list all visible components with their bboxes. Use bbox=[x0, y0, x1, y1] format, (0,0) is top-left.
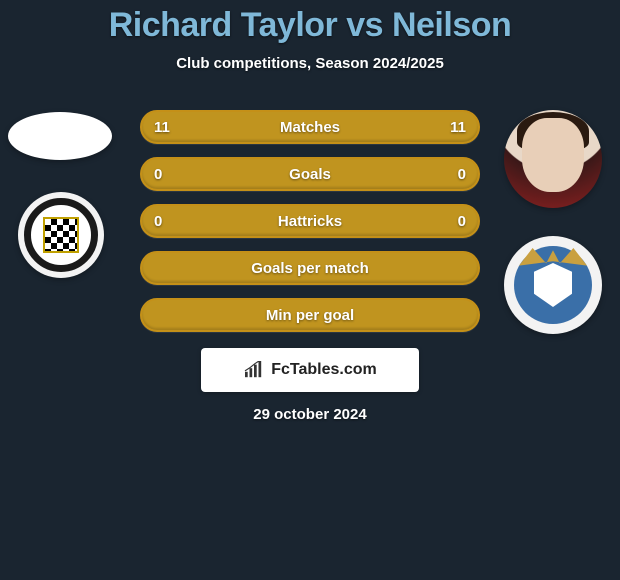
date-text: 29 october 2024 bbox=[0, 406, 620, 423]
stat-bar-min-per-goal: Min per goal bbox=[140, 298, 480, 332]
stat-label: Hattricks bbox=[278, 213, 342, 230]
player-photo-right bbox=[504, 110, 602, 208]
stat-label: Min per goal bbox=[266, 307, 354, 324]
left-column bbox=[0, 102, 130, 342]
stats-area: 11 Matches 11 0 Goals 0 0 Hattricks 0 Go… bbox=[0, 102, 620, 342]
badge-inner bbox=[514, 246, 592, 324]
stat-left-value: 11 bbox=[154, 119, 170, 136]
branding-badge[interactable]: FcTables.com bbox=[201, 348, 419, 392]
stat-label: Goals bbox=[289, 166, 331, 183]
page-title: Richard Taylor vs Neilson bbox=[0, 6, 620, 45]
stat-bar-goals: 0 Goals 0 bbox=[140, 157, 480, 191]
stat-bar-hattricks: 0 Hattricks 0 bbox=[140, 204, 480, 238]
stat-bars: 11 Matches 11 0 Goals 0 0 Hattricks 0 Go… bbox=[140, 110, 480, 345]
stat-right-value: 11 bbox=[450, 119, 466, 136]
avatar-face bbox=[522, 118, 584, 192]
badge-inner bbox=[24, 198, 98, 272]
stat-right-value: 0 bbox=[458, 166, 466, 183]
stat-label: Goals per match bbox=[251, 260, 369, 277]
stat-left-value: 0 bbox=[154, 213, 162, 230]
stat-right-value: 0 bbox=[458, 213, 466, 230]
stat-bar-goals-per-match: Goals per match bbox=[140, 251, 480, 285]
stat-bar-matches: 11 Matches 11 bbox=[140, 110, 480, 144]
player-photo-left bbox=[8, 112, 112, 160]
subtitle: Club competitions, Season 2024/2025 bbox=[0, 55, 620, 72]
stat-left-value: 0 bbox=[154, 166, 162, 183]
bar-chart-icon bbox=[243, 361, 265, 379]
badge-shield-icon bbox=[534, 263, 572, 307]
comparison-card: Richard Taylor vs Neilson Club competiti… bbox=[0, 0, 620, 580]
branding-text: FcTables.com bbox=[271, 361, 377, 379]
right-column bbox=[490, 102, 620, 342]
club-badge-st-johnstone bbox=[504, 236, 602, 334]
badge-checker-pattern bbox=[43, 217, 79, 253]
stat-label: Matches bbox=[280, 119, 340, 136]
club-badge-st-mirren bbox=[18, 192, 104, 278]
